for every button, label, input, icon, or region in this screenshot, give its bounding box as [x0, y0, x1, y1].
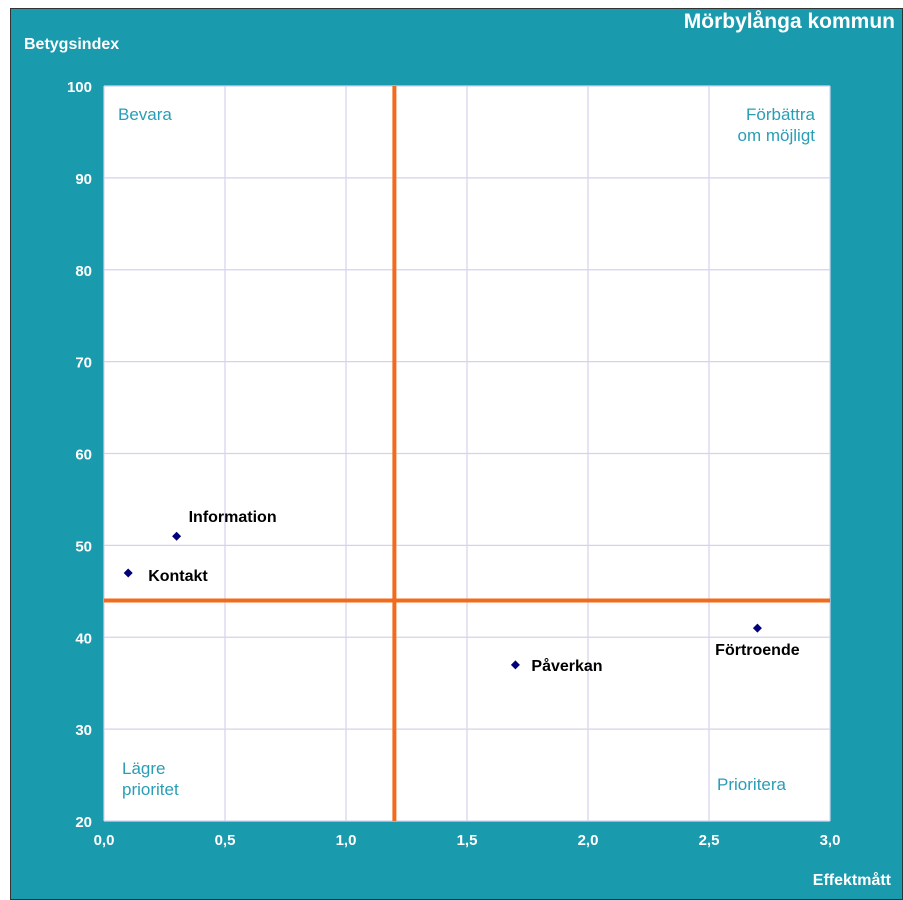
quadrant-label-bottom-left-line: prioritet	[122, 780, 179, 799]
y-tick-label: 60	[75, 447, 92, 464]
data-point-marker	[172, 531, 182, 541]
quadrant-label-top-left-line: Bevara	[118, 105, 172, 124]
quadrant-label-bottom-left: Lägre prioritet	[122, 759, 179, 799]
reference-lines	[104, 86, 830, 821]
quadrant-label-bottom-left-line: Lägre	[122, 759, 165, 778]
grid	[103, 85, 831, 822]
y-axis-label: Betygsindex	[24, 36, 120, 53]
quadrant-label-top-left: Bevara	[118, 105, 172, 124]
y-tick-label: 70	[75, 355, 92, 372]
y-tick-label: 80	[75, 263, 92, 280]
y-tick-label: 20	[75, 814, 92, 831]
quadrant-label-top-right-line: Förbättra	[746, 105, 816, 124]
quadrant-label-top-right: Förbättra om möjligt	[738, 105, 816, 145]
y-tick-label: 50	[75, 538, 92, 555]
data-point-marker	[752, 623, 762, 633]
x-axis-label: Effektmått	[812, 872, 891, 889]
data-point-label: Information	[189, 509, 277, 526]
x-tick-label: 3,0	[820, 832, 841, 849]
x-tick-label: 1,0	[336, 832, 357, 849]
quadrant-labels: Bevara Förbättra om möjligt Lägre prioritet P…	[118, 105, 816, 799]
x-tick-label: 0,0	[94, 832, 115, 849]
y-tick-label: 100	[67, 79, 92, 96]
x-tick-label: 2,0	[578, 832, 599, 849]
chart-title: Mörbylånga kommun	[683, 10, 895, 33]
axis-ticks: 0,0 0,5 1,0 1,5 2,0 2,5 3,0 20 30 40 50 60 70 80 90 100	[67, 79, 840, 849]
y-tick-label: 90	[75, 171, 92, 188]
data-points: Information Kontakt Påverkan Förtroende	[123, 509, 800, 675]
data-point-label: Påverkan	[531, 657, 602, 675]
data-point-label: Kontakt	[148, 568, 208, 585]
x-tick-label: 2,5	[699, 832, 720, 849]
y-tick-label: 40	[75, 630, 92, 647]
quadrant-label-bottom-right: Prioritera	[717, 775, 787, 794]
y-tick-label: 30	[75, 722, 92, 739]
data-point-marker	[123, 568, 133, 578]
x-tick-label: 1,5	[457, 832, 478, 849]
data-point-marker	[510, 660, 520, 670]
data-point-label: Förtroende	[715, 642, 800, 659]
quadrant-label-top-right-line: om möjligt	[738, 126, 816, 145]
quadrant-label-bottom-right-line: Prioritera	[717, 775, 787, 794]
x-tick-label: 0,5	[215, 832, 236, 849]
